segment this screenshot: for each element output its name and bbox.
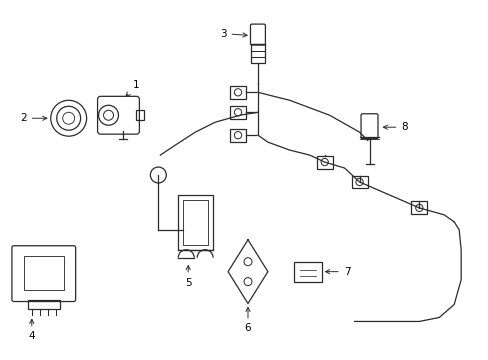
Bar bbox=[410, 201, 427, 214]
Bar bbox=[351, 176, 367, 189]
Bar bbox=[293, 262, 321, 282]
Bar bbox=[229, 129, 245, 141]
Text: 7: 7 bbox=[325, 267, 349, 276]
Bar bbox=[183, 200, 208, 245]
Text: 6: 6 bbox=[244, 307, 251, 333]
Bar bbox=[178, 195, 213, 250]
Bar bbox=[24, 256, 63, 289]
Bar bbox=[316, 156, 332, 168]
Text: 5: 5 bbox=[184, 266, 191, 288]
Text: 2: 2 bbox=[20, 113, 47, 123]
Bar bbox=[28, 300, 60, 310]
Bar bbox=[250, 44, 264, 63]
Bar bbox=[229, 86, 245, 99]
Text: 1: 1 bbox=[126, 80, 139, 96]
Bar bbox=[136, 110, 144, 120]
Text: 3: 3 bbox=[220, 28, 246, 39]
Text: 4: 4 bbox=[28, 319, 35, 341]
Text: 8: 8 bbox=[383, 122, 407, 132]
Bar bbox=[229, 106, 245, 119]
